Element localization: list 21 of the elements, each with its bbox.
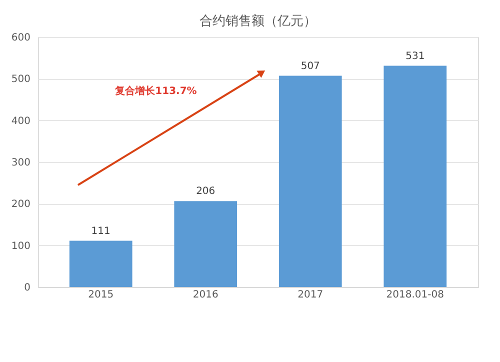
x-tick-label: 2017 (298, 290, 324, 300)
x-tick-label: 2018.01-08 (386, 290, 444, 300)
bar (174, 201, 238, 287)
y-tick-label: 600 (11, 32, 30, 44)
data-label: 531 (406, 50, 425, 62)
annotation: 复合增长113.7% (114, 85, 197, 97)
data-label: 507 (300, 60, 320, 72)
y-tick-label: 500 (11, 74, 30, 86)
y-tick-label: 200 (11, 199, 30, 210)
x-tick-label: 2015 (88, 290, 114, 300)
y-tick-label: 100 (11, 240, 30, 252)
data-label: 206 (196, 186, 216, 198)
chart-title: 合约销售额（亿元） (200, 14, 316, 29)
y-tick-label: 0 (24, 282, 30, 294)
bar (69, 240, 132, 287)
y-tick-label: 400 (11, 116, 30, 127)
x-tick-label: 2016 (192, 290, 218, 300)
bar (384, 66, 447, 287)
data-label: 111 (91, 226, 110, 237)
bar (278, 76, 342, 287)
y-tick-label: 300 (11, 158, 30, 168)
